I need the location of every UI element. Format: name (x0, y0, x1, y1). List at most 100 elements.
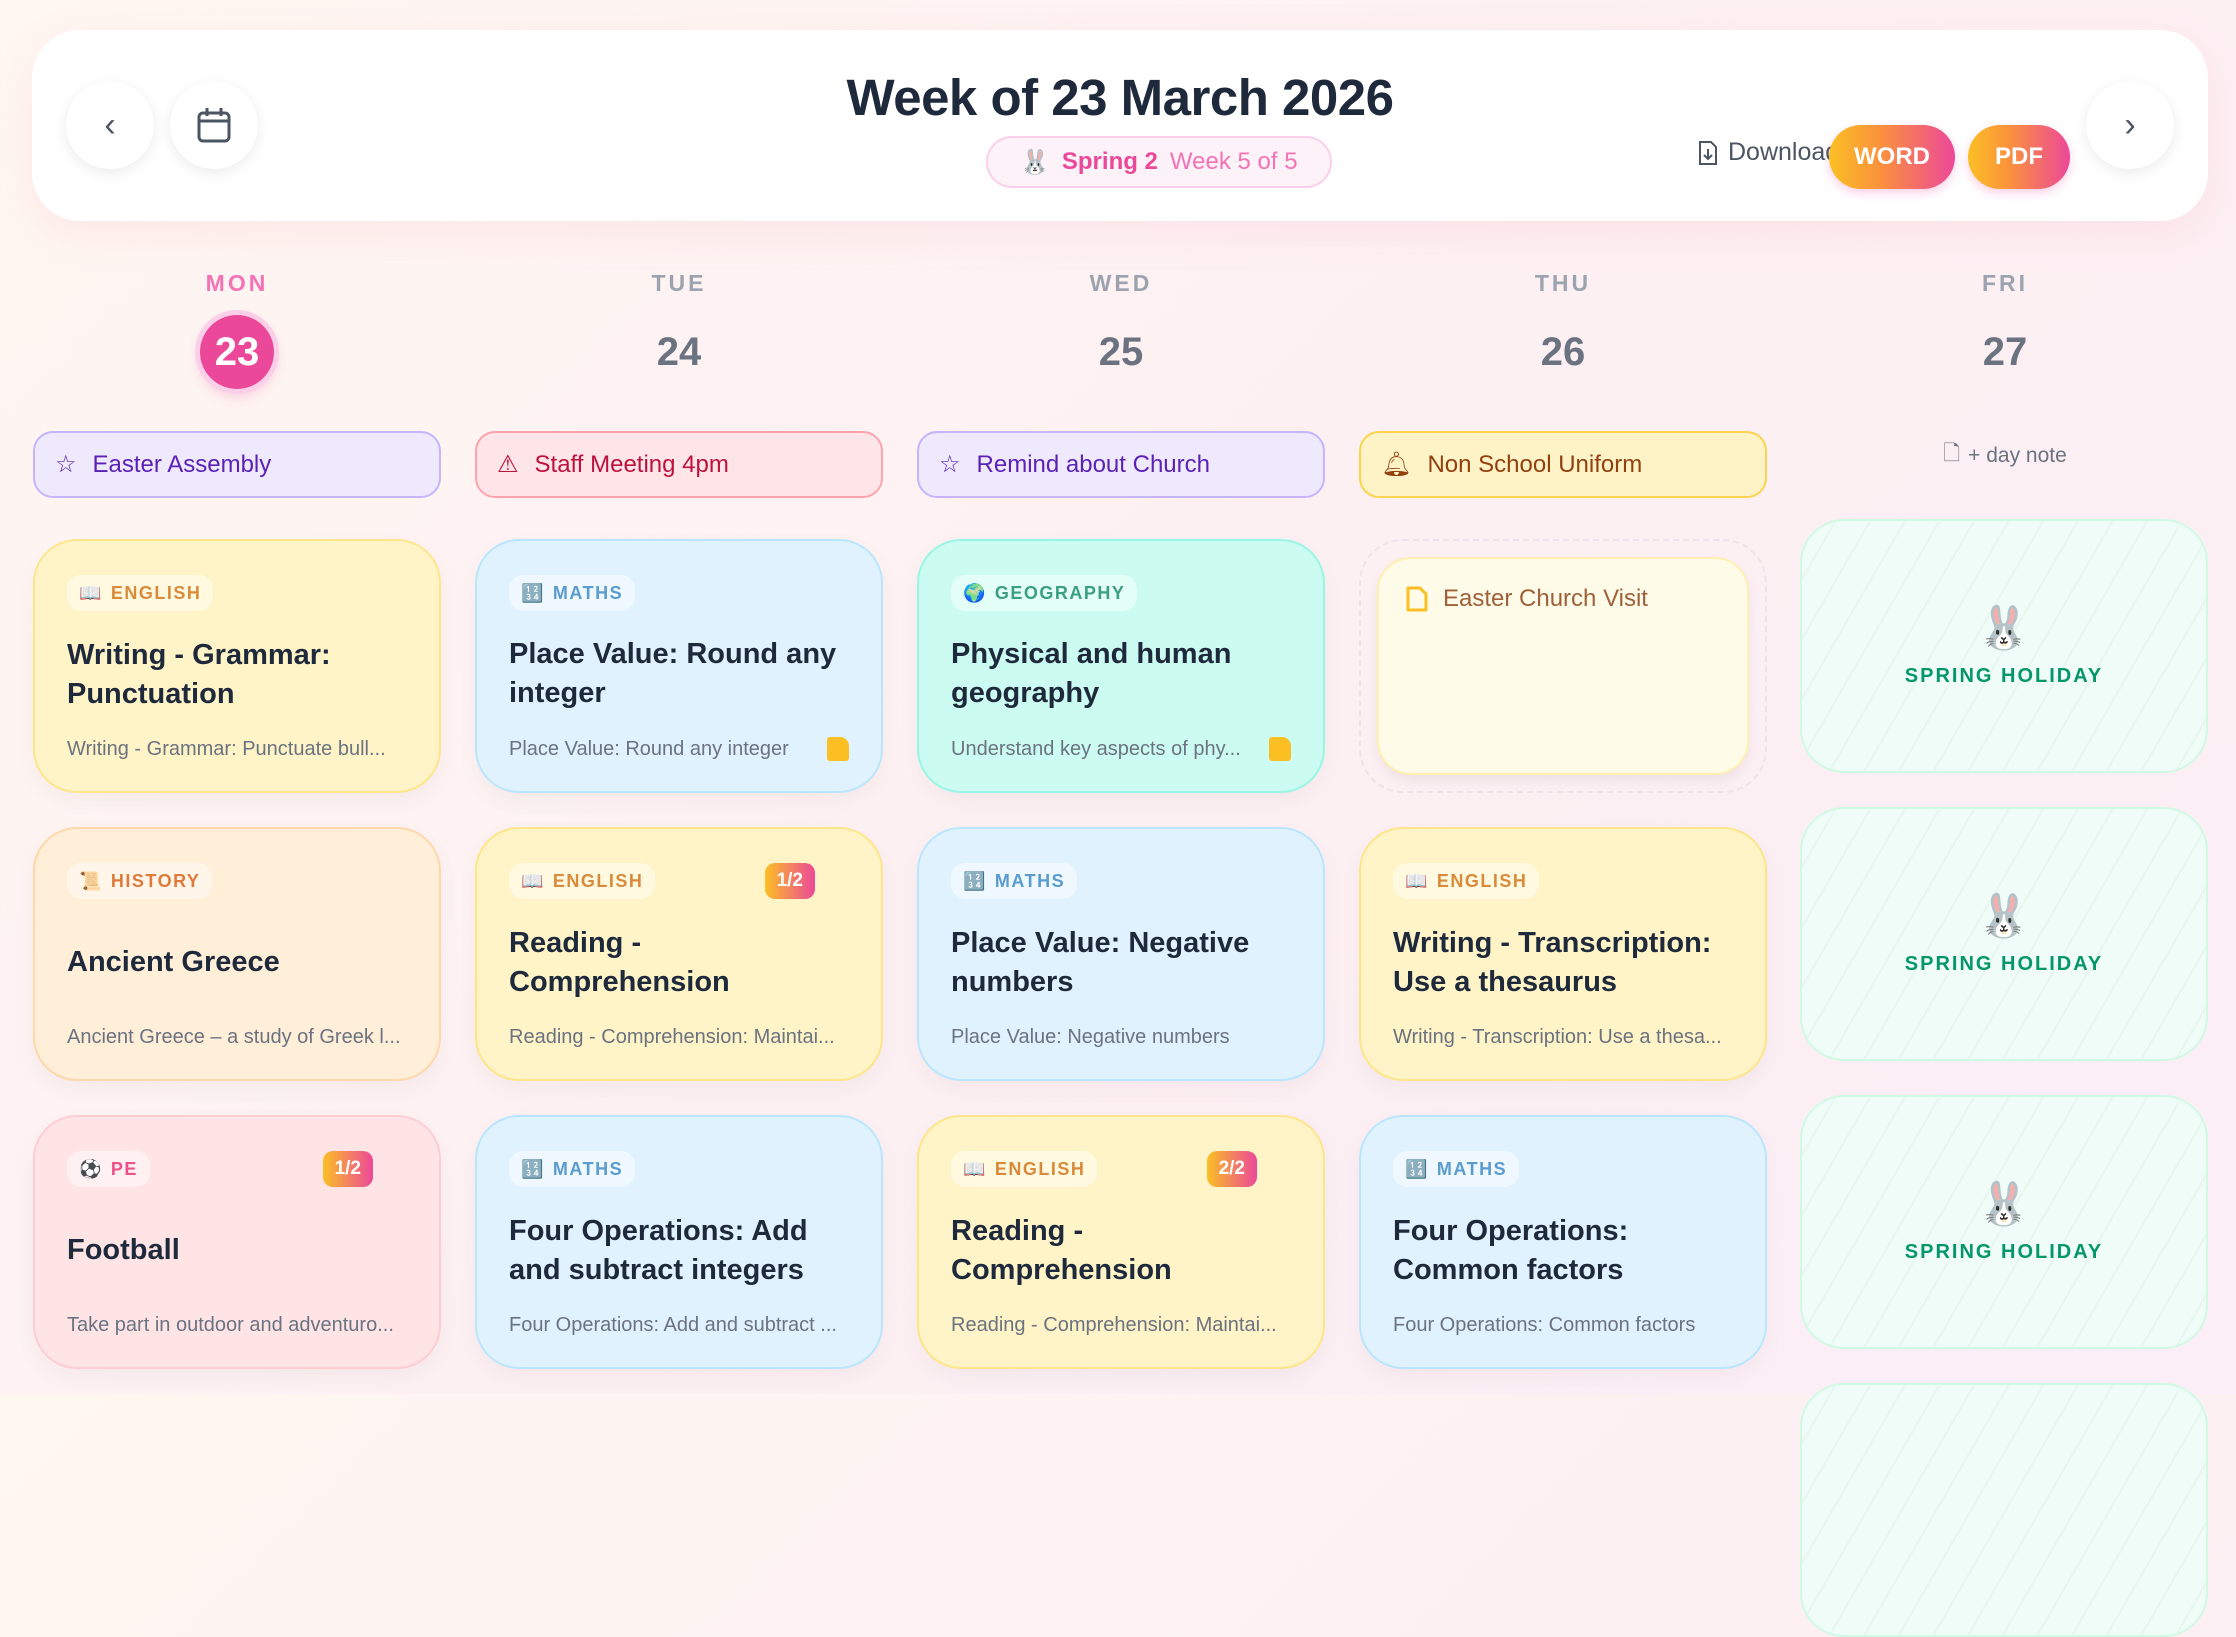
lesson-description: Four Operations: Common factors (1393, 1314, 1696, 1336)
day-header-wed: WED 25 (1089, 270, 1153, 374)
lesson-title: Place Value: Negative numbers (951, 926, 1250, 998)
lesson-tile[interactable]: 🔢 MATHS Four Operations: Common factors F… (1359, 1115, 1767, 1369)
day-headers: MON 23 TUE 24 WED 25 THU 26 FRI 27 (33, 270, 2209, 410)
download-word-button[interactable]: WORD (1829, 125, 1955, 189)
week-header: ‹ Week of 23 March 2026 🐰 Spring 2 Week … (32, 30, 2208, 221)
warning-icon: ⚠ (497, 451, 519, 478)
day-note-mon[interactable]: ☆ Easter Assembly (33, 431, 441, 498)
note-indicator-icon[interactable] (1269, 737, 1291, 761)
friday-column: 🐰 SPRING HOLIDAY 🐰 SPRING HOLIDAY 🐰 SPRING … (1800, 519, 2208, 1637)
subject-badge: 📖 ENGLISH (509, 863, 656, 899)
next-week-button[interactable]: › (2086, 81, 2174, 169)
subject-icon: 📖 (79, 582, 103, 603)
lesson-part-badge: 2/2 (1206, 1151, 1257, 1187)
day-header-fri: FRI 27 (1981, 270, 2029, 374)
today-date: 23 (200, 315, 274, 389)
lesson-description: Understand key aspects of phy... (951, 737, 1291, 761)
subject-icon: 🌍 (963, 582, 987, 603)
lesson-description: Four Operations: Add and subtract ... (509, 1314, 837, 1336)
lesson-tile[interactable]: 🌍 GEOGRAPHY Physical and human geography … (917, 539, 1325, 793)
day-header-mon: MON 23 (33, 270, 441, 410)
bunny-icon: 🐰 (1977, 604, 2031, 651)
lesson-tile[interactable]: 🔢 MATHS Place Value: Round any integer Pl… (475, 539, 883, 793)
bunny-icon: 🐰 (1977, 892, 2031, 939)
lesson-part-badge: 1/2 (764, 863, 815, 899)
chevron-right-icon: › (2124, 105, 2136, 144)
note-indicator-icon[interactable] (827, 737, 849, 761)
bunny-icon: 🐰 (1020, 148, 1050, 176)
holiday-tile: 🐰 SPRING HOLIDAY (1800, 1095, 2208, 1349)
lesson-grid: 📖 ENGLISH Writing - Grammar: Punctuation … (33, 539, 1767, 1369)
subject-badge: ⚽ PE (67, 1151, 150, 1187)
subject-icon: 🔢 (1405, 1158, 1429, 1179)
lesson-title: Four Operations: Add and subtract intege… (509, 1214, 808, 1286)
lesson-tile[interactable]: 🔢 MATHS Place Value: Negative numbers Pla… (917, 827, 1325, 1081)
note-icon: 🗋 (1943, 441, 1961, 465)
lesson-description: Reading - Comprehension: Maintai... (509, 1026, 835, 1048)
lesson-description: Place Value: Negative numbers (951, 1026, 1230, 1048)
lesson-title: Reading - Comprehension (509, 926, 730, 998)
bunny-icon: 🐰 (1977, 1180, 2031, 1227)
download-label: Download (1698, 138, 1839, 167)
lesson-description: Reading - Comprehension: Maintai... (951, 1314, 1277, 1336)
sticky-note-slot: Easter Church Visit (1359, 539, 1767, 793)
holiday-tile (1800, 1383, 2208, 1637)
lesson-description: Take part in outdoor and adventuro... (67, 1314, 394, 1336)
lesson-description: Ancient Greece – a study of Greek l... (67, 1026, 401, 1048)
subject-icon: 📜 (79, 870, 103, 891)
lesson-title: Four Operations: Common factors (1393, 1214, 1629, 1286)
lesson-title: Football (67, 1234, 180, 1266)
subject-icon: 📖 (1405, 870, 1429, 891)
lesson-title: Writing - Transcription: Use a thesaurus (1393, 926, 1712, 998)
download-pdf-button[interactable]: PDF (1968, 125, 2070, 189)
subject-badge: 📖 ENGLISH (951, 1151, 1098, 1187)
lesson-title: Place Value: Round any integer (509, 638, 837, 709)
lesson-tile[interactable]: ⚽ PE 1/2 Football Take part in outdoor an… (33, 1115, 441, 1369)
sticky-note[interactable]: Easter Church Visit (1377, 557, 1749, 775)
subject-icon: 🔢 (521, 582, 545, 603)
subject-icon: ⚽ (79, 1158, 103, 1179)
subject-icon: 📖 (521, 870, 545, 891)
subject-badge: 📖 ENGLISH (1393, 863, 1540, 899)
lesson-title: Reading - Comprehension (951, 1214, 1172, 1286)
lesson-tile[interactable]: 📖 ENGLISH Writing - Transcription: Use a … (1359, 827, 1767, 1081)
term-name: Spring 2 (1061, 148, 1158, 175)
subject-icon: 🔢 (963, 870, 987, 891)
day-note-wed[interactable]: ☆ Remind about Church (917, 431, 1325, 498)
lesson-title: Writing - Grammar: Punctuation (67, 638, 331, 710)
lesson-part-badge: 1/2 (322, 1151, 373, 1187)
lesson-title: Physical and human geography (951, 638, 1232, 709)
subject-badge: 🔢 MATHS (1393, 1151, 1520, 1187)
note-icon (1406, 586, 1428, 612)
subject-icon: 🔢 (521, 1158, 545, 1179)
holiday-tile: 🐰 SPRING HOLIDAY (1800, 519, 2208, 773)
star-icon: ☆ (55, 451, 77, 478)
lesson-title: Ancient Greece (67, 946, 280, 978)
star-icon: ☆ (939, 451, 961, 478)
previous-week-button[interactable]: ‹ (66, 81, 154, 169)
add-day-note-button[interactable]: 🗋 + day note (1801, 431, 2209, 481)
day-note-tue[interactable]: ⚠ Staff Meeting 4pm (475, 431, 883, 498)
page-title: Week of 23 March 2026 (846, 69, 1394, 126)
calendar-icon (197, 108, 231, 143)
calendar-picker-button[interactable] (170, 81, 258, 169)
subject-badge: 🔢 MATHS (509, 575, 636, 611)
day-header-thu: THU 26 (1534, 270, 1592, 374)
term-week: Week 5 of 5 (1169, 148, 1298, 175)
holiday-tile: 🐰 SPRING HOLIDAY (1800, 807, 2208, 1061)
lesson-tile[interactable]: 🔢 MATHS Four Operations: Add and subtract… (475, 1115, 883, 1369)
lesson-description: Writing - Grammar: Punctuate bull... (67, 738, 386, 760)
subject-badge: 🔢 MATHS (509, 1151, 636, 1187)
lesson-tile[interactable]: 📖 ENGLISH 1/2 Reading - Comprehension Rea… (475, 827, 883, 1081)
subject-badge: 🌍 GEOGRAPHY (951, 575, 1138, 611)
lesson-description: Place Value: Round any integer (509, 737, 849, 761)
subject-icon: 📖 (963, 1158, 987, 1179)
day-notes-row: ☆ Easter Assembly ⚠ Staff Meeting 4pm ☆ Rem… (33, 431, 2209, 498)
file-download-icon (1699, 140, 1717, 165)
lesson-tile[interactable]: 📖 ENGLISH 2/2 Reading - Comprehension Rea… (917, 1115, 1325, 1369)
lesson-tile[interactable]: 📖 ENGLISH Writing - Grammar: Punctuation … (33, 539, 441, 793)
lesson-tile[interactable]: 📜 HISTORY Ancient Greece Ancient Greece –… (33, 827, 441, 1081)
lesson-description: Writing - Transcription: Use a thesa... (1393, 1026, 1722, 1048)
day-header-tue: TUE 24 (651, 270, 707, 374)
day-note-thu[interactable]: 🔔︎ Non School Uniform (1359, 431, 1767, 498)
